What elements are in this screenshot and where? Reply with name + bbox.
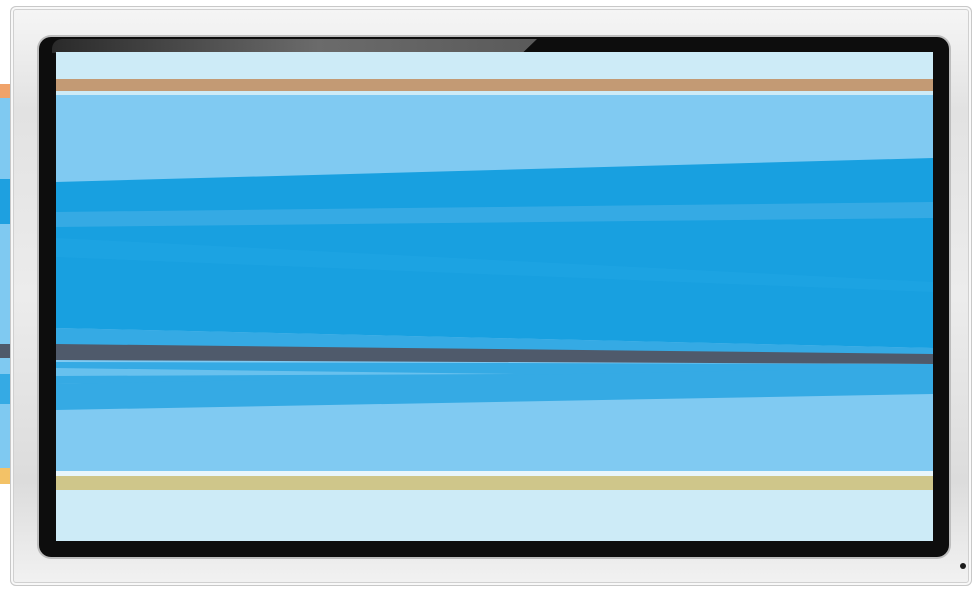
light-wedge-thin [56, 368, 516, 376]
blue-sheen [56, 238, 933, 292]
light-wedge-cross [56, 362, 933, 384]
power-indicator-icon [960, 563, 966, 569]
monitor-display [56, 52, 933, 541]
wallpaper-graphic [56, 52, 933, 541]
blue-wedge-bottom [56, 367, 933, 410]
bottom-band [56, 476, 933, 490]
top-band [56, 79, 933, 91]
screen-gloss-highlight [52, 39, 537, 53]
dark-stripe [56, 344, 933, 364]
bottom-band-gap [56, 471, 933, 476]
